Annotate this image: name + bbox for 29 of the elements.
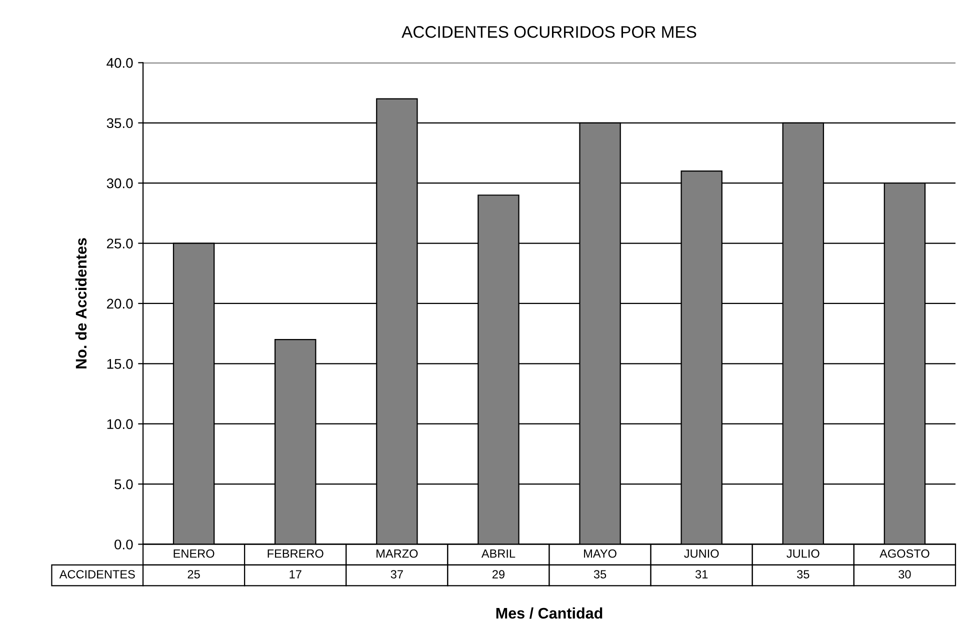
- x-axis-title: Mes / Cantidad: [496, 607, 602, 619]
- data-label: 17: [290, 570, 302, 578]
- data-label: 31: [695, 570, 708, 578]
- y-tick-label: 20.0: [106, 298, 133, 309]
- data-label: 30: [898, 570, 911, 578]
- x-tick-label: JULIO: [786, 549, 820, 558]
- data-label: 37: [390, 570, 403, 578]
- chart-title: ACCIDENTES OCURRIDOS POR MES: [402, 26, 696, 38]
- y-tick-label: 0.0: [114, 540, 133, 550]
- x-tick-label: MAYO: [584, 549, 616, 558]
- y-axis-title: No. de Accidentes: [75, 238, 87, 368]
- text: ACCIDENTES: [59, 570, 135, 578]
- y-tick-label: 30.0: [106, 178, 133, 188]
- x-tick-label: JUNIO: [684, 549, 719, 558]
- data-label: 35: [594, 570, 606, 578]
- y-tick-label: 40.0: [106, 58, 133, 68]
- x-tick-label: MARZO: [376, 549, 418, 558]
- y-tick-label: 35.0: [106, 118, 133, 128]
- y-tick-label: 25.0: [106, 238, 133, 248]
- data-label: 29: [492, 570, 504, 578]
- x-tick-label: ENERO: [174, 549, 214, 558]
- data-label: 35: [797, 570, 810, 578]
- x-tick-label: AGOSTO: [880, 549, 930, 558]
- data-label: 25: [188, 570, 200, 578]
- x-tick-label: FEBRERO: [268, 549, 324, 558]
- x-tick-label: ABRIL: [481, 550, 516, 558]
- y-tick-label: 5.0: [114, 479, 133, 490]
- y-tick-label: 15.0: [107, 358, 133, 369]
- y-tick-label: 10.0: [107, 419, 133, 430]
